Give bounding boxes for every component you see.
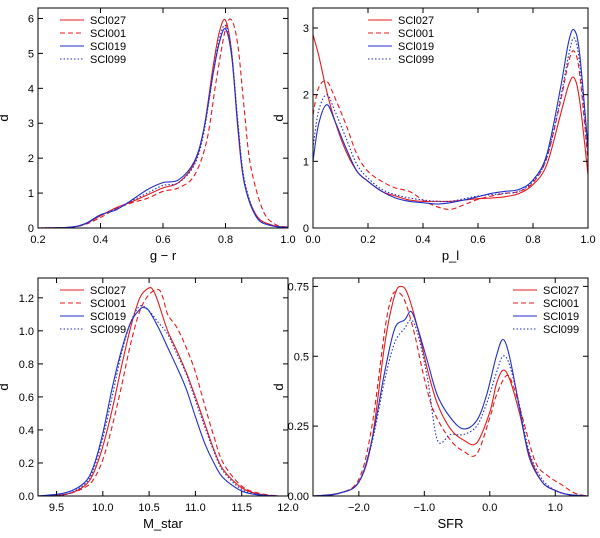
x-axis-label: p_l: [442, 248, 459, 263]
series-line-scl019: [313, 28, 588, 205]
legend-label-scl027: SCl027: [398, 15, 434, 27]
x-tick-label: 11.5: [231, 502, 252, 514]
x-tick-label: 11.0: [185, 502, 206, 514]
legend-label-scl019: SCl019: [398, 41, 434, 53]
y-tick-label: 0.4: [19, 425, 34, 437]
series-line-scl027: [38, 18, 288, 228]
series-group: [313, 285, 588, 496]
series-line-scl099: [313, 319, 588, 496]
series-group: [38, 18, 288, 228]
x-tick-label: 0.8: [525, 234, 540, 246]
x-tick-label: 0.8: [218, 234, 233, 246]
x-tick-label: 0.2: [30, 234, 45, 246]
x-tick-label: 0.0: [482, 502, 497, 514]
legend-label-scl099: SCl099: [90, 54, 126, 66]
x-axis-label: g − r: [150, 248, 177, 263]
y-tick-label: 1: [28, 188, 34, 200]
x-tick-label: 10.5: [138, 502, 159, 514]
x-tick-label: 9.5: [49, 502, 64, 514]
x-tick-label: 12.0: [277, 502, 298, 514]
plot-frame: [312, 277, 589, 497]
y-tick-label: 0: [28, 223, 34, 235]
x-tick-label: 1.0: [280, 234, 295, 246]
x-tick-label: −1.0: [413, 502, 435, 514]
y-tick-label: 0.2: [19, 458, 34, 470]
series-line-scl019: [38, 306, 279, 496]
series-line-scl027: [313, 285, 588, 496]
legend-label-scl027: SCl027: [543, 285, 579, 297]
series-line-scl001: [313, 50, 588, 210]
series-line-scl027: [38, 287, 279, 496]
y-tick-label: 1.2: [19, 293, 34, 305]
y-tick-label: 3: [303, 23, 309, 35]
y-axis-label: d: [271, 114, 286, 121]
x-tick-label: 10.0: [92, 502, 113, 514]
series-line-scl099: [313, 37, 588, 203]
legend-label-scl001: SCl001: [543, 298, 579, 310]
y-tick-label: 0.0: [19, 491, 34, 503]
series-line-scl001: [38, 288, 279, 496]
x-tick-label: 0.6: [470, 234, 485, 246]
series-line-scl019: [313, 310, 588, 496]
y-tick-label: 4: [28, 83, 34, 95]
y-tick-label: 5: [28, 48, 34, 60]
plot-frame: [312, 7, 589, 229]
x-tick-label: 1.0: [580, 234, 595, 246]
legend-label-scl019: SCl019: [543, 311, 579, 323]
x-tick-label: 0.4: [93, 234, 108, 246]
y-tick-label: 0.8: [19, 359, 34, 371]
legend-label-scl019: SCl019: [90, 311, 126, 323]
panel-4: −2.0 −1.0 0.0 1.00.000.250.50.75SFRdSCl027S…: [271, 277, 589, 531]
series-line-scl027: [313, 34, 588, 202]
series-group: [38, 287, 279, 496]
y-tick-label: 0.00: [288, 491, 309, 503]
y-tick-label: 0.5: [294, 351, 309, 363]
legend-label-scl099: SCl099: [90, 324, 126, 336]
x-tick-label: 0.2: [360, 234, 375, 246]
legend-label-scl027: SCl027: [90, 285, 126, 297]
x-tick-label: 1.0: [548, 502, 563, 514]
x-tick-label: 0.0: [305, 234, 320, 246]
series-group: [313, 28, 588, 210]
panel-3: 9.5 10.0 10.5 11.0 11.5 12.0 0.0 0.2 0.4 0.6 0.8 1.…: [0, 277, 299, 531]
y-axis-label: d: [271, 383, 286, 390]
x-tick-label: −2.0: [348, 502, 370, 514]
x-tick-label: 0.4: [415, 234, 430, 246]
x-tick-label: 0.6: [155, 234, 170, 246]
x-axis-label: M_star: [143, 516, 183, 531]
series-line-scl001: [313, 291, 588, 496]
plot-frame: [37, 277, 289, 497]
y-tick-label: 3: [28, 118, 34, 130]
y-tick-label: 0.25: [288, 421, 309, 433]
panel-2: 0.0 0.2 0.4 0.6 0.8 1.00123p_ldSCl027SCl001SC…: [271, 7, 596, 263]
series-line-scl001: [38, 18, 288, 228]
plot-frame: [37, 7, 289, 229]
y-tick-label: 1: [303, 156, 309, 168]
legend-label-scl099: SCl099: [398, 54, 434, 66]
y-tick-label: 0.6: [19, 392, 34, 404]
y-tick-label: 2: [303, 90, 309, 102]
series-line-scl099: [38, 305, 279, 496]
legend-label-scl001: SCl001: [90, 298, 126, 310]
y-axis-label: d: [0, 114, 11, 121]
legend-label-scl027: SCl027: [90, 15, 126, 27]
y-tick-label: 6: [28, 13, 34, 25]
legend-label-scl019: SCl019: [90, 41, 126, 53]
y-tick-label: 0: [303, 223, 309, 235]
legend-label-scl001: SCl001: [398, 28, 434, 40]
y-axis-label: d: [0, 383, 11, 390]
y-tick-label: 0.75: [288, 281, 309, 293]
panel-1: 0.2 0.4 0.6 0.8 1.0 0 1 2 3 4 5 6 g − r d SCl027SCl001…: [0, 7, 296, 263]
x-axis-label: SFR: [438, 516, 464, 531]
legend-label-scl099: SCl099: [543, 324, 579, 336]
y-tick-label: 2: [28, 153, 34, 165]
y-tick-label: 1.0: [19, 326, 34, 338]
legend-label-scl001: SCl001: [90, 28, 126, 40]
series-line-scl099: [38, 24, 288, 228]
